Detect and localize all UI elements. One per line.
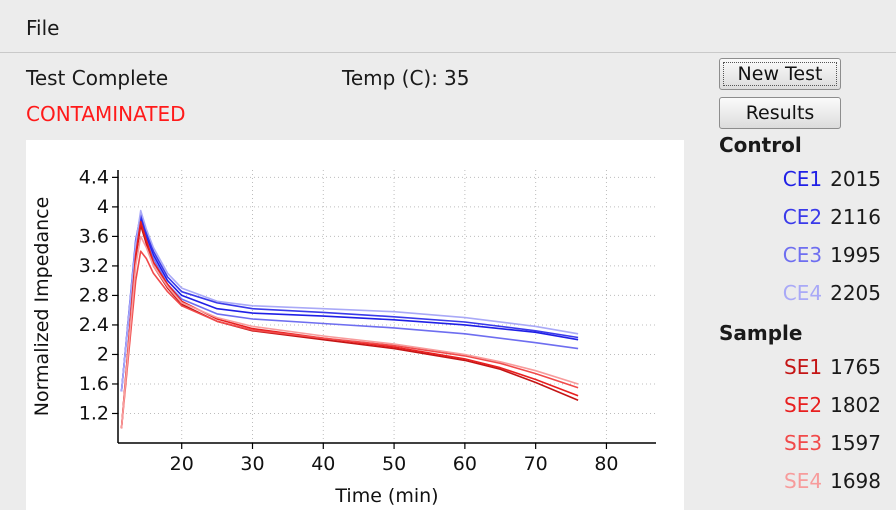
results-button[interactable]: Results (719, 97, 841, 129)
impedance-chart-svg: 20 30 40 50 60 70 80 1.2 1.6 2 2.4 2.8 3.2 3.6 4 4.4 Tim… (31, 166, 656, 507)
legend-label: SE4 (784, 469, 823, 493)
x-tick-label: 60 (453, 453, 477, 475)
y-tick-label: 3.6 (79, 225, 109, 247)
legend-label: CE2 (782, 205, 823, 229)
series-line-ce1 (120, 217, 579, 392)
y-tick-label: 1.2 (79, 402, 109, 424)
series-line-se4 (120, 235, 579, 429)
new-test-button[interactable]: New Test (719, 58, 841, 90)
legend-label: SE2 (784, 393, 823, 417)
legend-value: 2205 (830, 281, 881, 305)
x-tick-label: 70 (524, 453, 548, 475)
legend-label: SE1 (784, 355, 823, 379)
temperature-label: Temp (C): (342, 66, 438, 90)
legend-control-title: Control (719, 133, 802, 157)
legend-item-se3: SE3 1597 (719, 424, 889, 462)
legend-value: 1698 (830, 469, 881, 493)
legend-item-ce2: CE2 2116 (719, 198, 889, 236)
y-tick-label: 4 (97, 196, 109, 218)
series-line-ce2 (120, 213, 579, 392)
legend-label: CE3 (782, 243, 823, 267)
legend-value: 1765 (830, 355, 881, 379)
legend-item-se1: SE1 1765 (719, 348, 889, 386)
legend-sample-title: Sample (719, 321, 803, 345)
impedance-chart: 20 30 40 50 60 70 80 1.2 1.6 2 2.4 2.8 3.2 3.6 4 4.4 Tim… (26, 140, 684, 510)
menu-file[interactable]: File (26, 16, 60, 40)
legend-item-ce1: CE1 2015 (719, 160, 889, 198)
result-status: CONTAMINATED (26, 102, 186, 126)
legend-item-ce3: CE3 1995 (719, 236, 889, 274)
legend-value: 1597 (830, 431, 881, 455)
temperature-readout: Temp (C): 35 (342, 66, 469, 90)
x-tick-label: 50 (382, 453, 406, 475)
y-axis-label: Normalized Impedance (31, 197, 53, 417)
x-tick-label: 80 (594, 453, 618, 475)
y-tick-label: 2.8 (79, 284, 109, 306)
legend-value: 2116 (830, 205, 881, 229)
menu-bar: File (0, 0, 896, 53)
y-tick-label: 4.4 (79, 166, 109, 188)
legend-value: 1802 (830, 393, 881, 417)
legend-label: CE1 (782, 167, 823, 191)
x-tick-label: 30 (240, 453, 264, 475)
x-tick-label: 20 (170, 453, 194, 475)
legend-control-list: CE1 2015 CE2 2116 CE3 1995 CE4 2205 (719, 160, 889, 312)
legend-item-se2: SE2 1802 (719, 386, 889, 424)
legend-value: 2015 (830, 167, 881, 191)
legend-item-ce4: CE4 2205 (719, 274, 889, 312)
legend-item-se4: SE4 1698 (719, 462, 889, 500)
series-line-se2 (120, 220, 579, 429)
series-line-se1 (120, 224, 579, 429)
test-status-text: Test Complete (26, 66, 169, 90)
y-tick-label: 2 (97, 343, 109, 365)
y-tick-label: 2.4 (79, 314, 109, 336)
x-tick-label: 40 (311, 453, 335, 475)
legend-label: CE4 (782, 281, 823, 305)
legend-sample-list: SE1 1765 SE2 1802 SE3 1597 SE4 1698 (719, 348, 889, 500)
y-tick-label: 1.6 (79, 373, 109, 395)
legend-value: 1995 (830, 243, 881, 267)
x-axis-label: Time (min) (334, 485, 438, 507)
legend-panel: Control CE1 2015 CE2 2116 CE3 1995 CE4 2205 Sam… (719, 130, 889, 500)
series-line-ce4 (120, 209, 579, 392)
series-line-se3 (120, 250, 579, 429)
temperature-value: 35 (443, 66, 470, 90)
legend-label: SE3 (784, 431, 823, 455)
y-tick-label: 3.2 (79, 255, 109, 277)
